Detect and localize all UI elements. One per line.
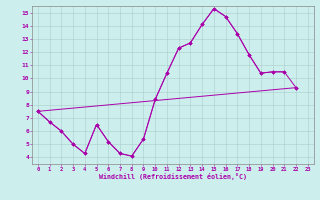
X-axis label: Windchill (Refroidissement éolien,°C): Windchill (Refroidissement éolien,°C) (99, 173, 247, 180)
